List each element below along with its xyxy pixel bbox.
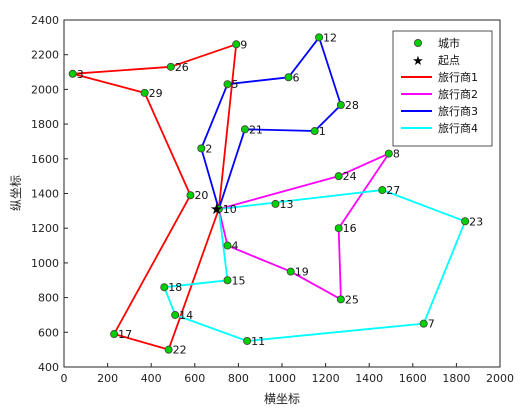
legend-start-marker: ★	[412, 54, 424, 69]
city-label-28: 28	[345, 99, 359, 112]
city-label-4: 4	[232, 240, 239, 253]
city-label-21: 21	[249, 123, 263, 136]
x-tick-label: 1800	[442, 372, 470, 385]
city-point-11	[243, 336, 252, 345]
legend-start-label: 起点	[438, 54, 460, 67]
city-point-25	[336, 295, 345, 304]
city-label-20: 20	[194, 189, 208, 202]
y-tick-label: 400	[38, 361, 59, 374]
city-point-22	[164, 345, 173, 354]
city-label-16: 16	[343, 222, 357, 235]
city-point-24	[334, 172, 343, 181]
city-label-17: 17	[118, 328, 132, 341]
city-point-27	[378, 186, 387, 195]
city-label-29: 29	[149, 87, 163, 100]
city-label-5: 5	[232, 78, 239, 91]
city-label-7: 7	[428, 318, 435, 331]
x-tick-label: 2000	[486, 372, 514, 385]
city-label-15: 15	[232, 274, 246, 287]
city-label-10: 10	[223, 203, 237, 216]
city-point-20	[186, 191, 195, 200]
city-point-8	[384, 149, 393, 158]
city-point-12	[315, 33, 324, 42]
x-tick-label: 200	[97, 372, 118, 385]
y-axis-title: 纵坐标	[9, 175, 23, 211]
city-label-22: 22	[173, 344, 187, 357]
city-point-26	[166, 62, 175, 71]
start-point-marker: ★	[210, 200, 223, 218]
city-label-19: 19	[295, 266, 309, 279]
x-tick-label: 0	[61, 372, 68, 385]
city-point-4	[223, 241, 232, 250]
legend-label-salesman-3: 旅行商3	[438, 104, 478, 118]
city-point-17	[110, 330, 119, 339]
x-tick-label: 1600	[399, 372, 427, 385]
city-point-1	[310, 127, 319, 136]
y-tick-label: 1000	[31, 257, 59, 270]
city-label-2: 2	[205, 142, 212, 155]
city-label-12: 12	[323, 31, 337, 44]
city-point-2	[197, 144, 206, 153]
city-label-14: 14	[179, 309, 193, 322]
city-point-19	[286, 267, 295, 276]
city-label-6: 6	[293, 71, 300, 84]
city-point-3	[68, 69, 77, 78]
city-label-26: 26	[175, 61, 189, 74]
x-axis-title: 横坐标	[264, 392, 300, 406]
legend-label-salesman-2: 旅行商2	[438, 87, 478, 101]
city-point-28	[336, 101, 345, 110]
city-point-6	[284, 73, 293, 82]
y-tick-label: 1400	[31, 188, 59, 201]
y-tick-label: 2200	[31, 49, 59, 62]
y-tick-label: 2400	[31, 14, 59, 27]
legend-city-marker	[413, 39, 422, 48]
city-label-24: 24	[343, 170, 357, 183]
x-tick-label: 400	[141, 372, 162, 385]
city-label-8: 8	[393, 148, 400, 161]
legend-box	[392, 30, 493, 147]
city-point-14	[171, 310, 180, 319]
city-point-29	[140, 88, 149, 97]
city-point-10	[214, 205, 223, 214]
route-salesman-2	[217, 152, 390, 301]
x-tick-label: 1200	[312, 372, 340, 385]
city-label-1: 1	[319, 125, 326, 138]
x-tick-label: 600	[184, 372, 205, 385]
city-label-27: 27	[386, 184, 400, 197]
city-label-25: 25	[345, 293, 359, 306]
y-tick-label: 2000	[31, 83, 59, 96]
y-tick-label: 1800	[31, 118, 59, 131]
city-point-16	[334, 224, 343, 233]
y-tick-label: 800	[38, 292, 59, 305]
city-point-13	[271, 199, 280, 208]
city-point-18	[160, 283, 169, 292]
city-label-3: 3	[77, 68, 84, 81]
x-tick-label: 1400	[355, 372, 383, 385]
city-label-11: 11	[251, 335, 265, 348]
x-axis-ticks: 0 200 400 600 800 1000 1200 1400 1600 1800 2000	[61, 363, 514, 385]
y-tick-label: 1200	[31, 222, 59, 235]
city-point-21	[240, 125, 249, 134]
city-label-18: 18	[168, 281, 182, 294]
y-tick-label: 600	[38, 326, 59, 339]
city-label-23: 23	[469, 215, 483, 228]
city-point-23	[461, 217, 470, 226]
city-label-13: 13	[279, 198, 293, 211]
city-labels-layer: 1234567891011121314151617181920212223242…	[77, 31, 483, 356]
y-tick-label: 1600	[31, 153, 59, 166]
city-point-15	[223, 276, 232, 285]
legend-label-salesman-4: 旅行商4	[438, 121, 478, 135]
y-axis-ticks: 400 600 800 1000 1200 1400 1600 1800 2000 2200 240…	[31, 14, 68, 374]
city-label-9: 9	[240, 38, 247, 51]
city-point-5	[223, 80, 232, 89]
legend-city-label: 城市	[438, 36, 460, 50]
legend: 城市 ★ 起点 旅行商1 旅行商2 旅行商3 旅行商4	[392, 30, 493, 147]
legend-label-salesman-1: 旅行商1	[438, 70, 478, 84]
x-tick-label: 1000	[268, 372, 296, 385]
city-points-layer: ★	[68, 33, 470, 354]
x-tick-label: 800	[228, 372, 249, 385]
city-point-7	[419, 319, 428, 328]
city-point-9	[232, 40, 241, 49]
